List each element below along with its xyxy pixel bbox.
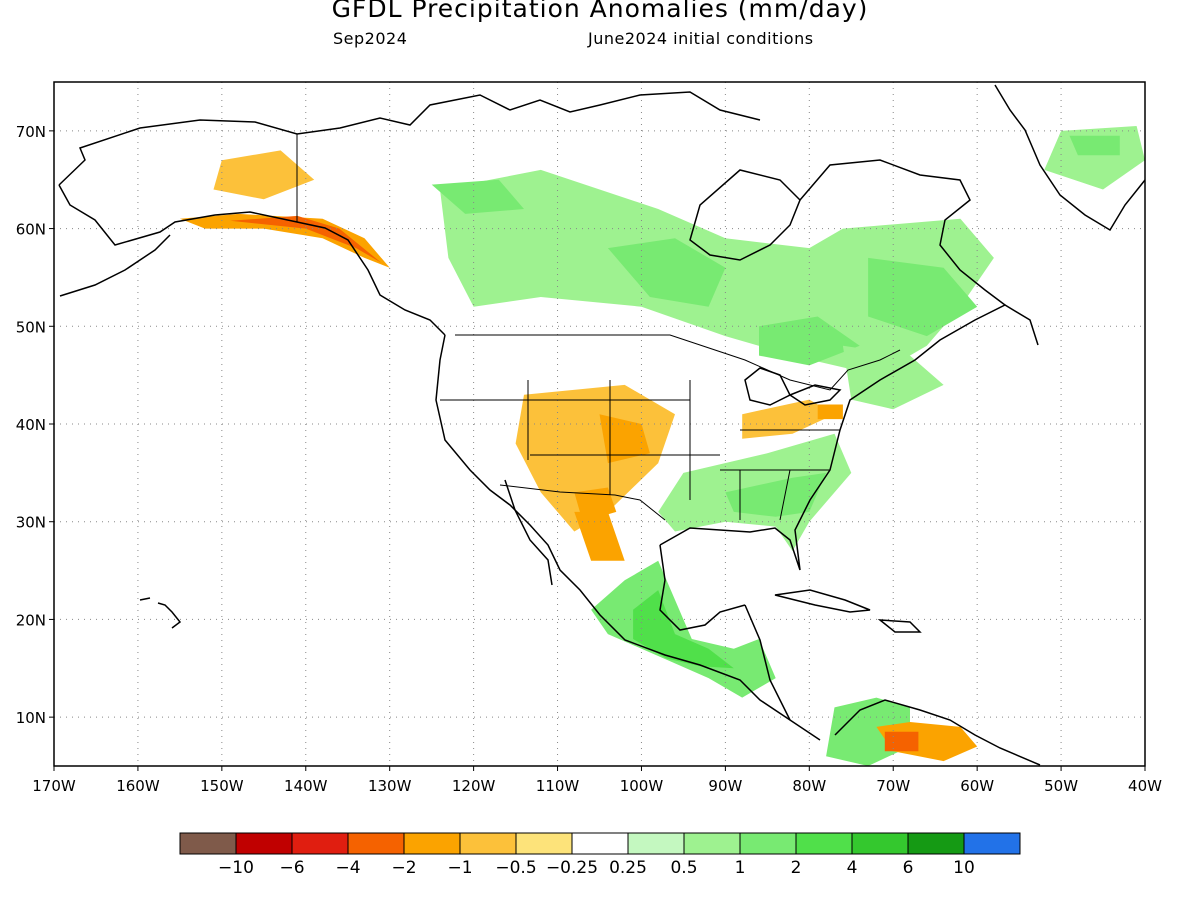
lon-tick-label: 130W (368, 777, 412, 795)
anomaly-region-colorado-dry (599, 414, 650, 464)
colorbar-label: −0.25 (546, 858, 598, 878)
colorbar-swatch (235, 832, 293, 855)
colorbar-label: 0.25 (609, 858, 647, 878)
colorbar-label: 2 (791, 858, 802, 878)
colorbar-swatch (739, 832, 797, 855)
colorbar-swatch (571, 832, 629, 855)
political-borders (296, 134, 901, 521)
anomaly-region-yukon-dry (213, 150, 315, 200)
colorbar-swatch (347, 832, 405, 855)
colorbar-label: −2 (391, 858, 416, 878)
lat-tick-label: 10N (16, 709, 46, 727)
lat-tick-label: 20N (16, 611, 46, 629)
colorbar-swatch (179, 832, 237, 855)
lon-tick-label: 50W (1044, 777, 1078, 795)
colorbar-swatch (459, 832, 517, 855)
anomaly-region-mexico-wet-core (633, 590, 734, 669)
lat-tick-label: 30N (16, 514, 46, 532)
latitude-axis: 10N 20N 30N 40N 50N 60N 70N (16, 123, 54, 727)
longitude-axis: 170W 160W 150W 140W 130W 120W 110W 100W 90W 80W 70… (32, 766, 1162, 795)
colorbar-label: 1 (735, 858, 746, 878)
lon-tick-label: 40W (1128, 777, 1162, 795)
forecast-month: Sep2024 (333, 29, 408, 48)
lat-tick-label: 50N (16, 318, 46, 336)
colorbar-swatch (291, 832, 349, 855)
anomaly-region-pa-dry (817, 404, 843, 420)
colorbar-label: −10 (218, 858, 254, 878)
colorbar-label: −4 (335, 858, 360, 878)
colorbar-swatch (403, 832, 461, 855)
anomaly-region-se-us-core (725, 472, 827, 517)
colorbar-swatch (963, 832, 1021, 855)
initial-conditions-label: June2024 initial conditions (588, 29, 814, 48)
lon-tick-label: 110W (536, 777, 580, 795)
lon-tick-label: 80W (792, 777, 826, 795)
colorbar-legend: −10 −6 −4 −2 −1 −0.5 −0.25 0.25 0.5 1 2 4 6 10 (179, 832, 1021, 878)
anomaly-region-us-southwest-dry (515, 384, 675, 532)
lon-tick-label: 120W (452, 777, 496, 795)
lat-tick-label: 60N (16, 221, 46, 239)
chart-title: GFDL Precipitation Anomalies (mm/day) (331, 0, 869, 23)
colorbar-swatch (627, 832, 685, 855)
lon-tick-label: 170W (32, 777, 76, 795)
anomaly-region-ohio-dry (742, 399, 835, 439)
anomaly-region-ne-us-wet (842, 345, 944, 410)
anomaly-region-quebec-wet (868, 257, 978, 337)
anomaly-region-alaska-dry (179, 213, 390, 268)
lon-tick-label: 140W (284, 777, 328, 795)
colorbar-swatch (851, 832, 909, 855)
anomaly-region-greenland-core (1069, 135, 1120, 156)
colorbar-label: −1 (447, 858, 472, 878)
lon-tick-label: 70W (876, 777, 910, 795)
colorbar-label: 6 (903, 858, 914, 878)
lat-tick-label: 70N (16, 123, 46, 141)
anomaly-region-venezuela-dry-core (884, 731, 919, 752)
lon-tick-label: 90W (708, 777, 742, 795)
anomaly-shading (179, 126, 1145, 766)
anomaly-region-nwt-wet (431, 179, 524, 214)
colorbar-swatch (683, 832, 741, 855)
anomaly-region-alaska-coast-strong (230, 215, 382, 263)
colorbar-swatch (907, 832, 965, 855)
colorbar-label: 10 (953, 858, 975, 878)
anomaly-region-canada-central-wet (607, 238, 726, 307)
anomaly-region-venezuela-dry (876, 722, 978, 762)
anomaly-region-mexico-dry (574, 511, 625, 561)
lon-tick-label: 160W (116, 777, 160, 795)
colorbar-label: −0.5 (495, 858, 536, 878)
anomaly-region-greenland-wet (1044, 126, 1145, 190)
lat-tick-label: 40N (16, 416, 46, 434)
lon-tick-label: 100W (620, 777, 664, 795)
colorbar-label: −6 (279, 858, 304, 878)
colorbar-label: 4 (847, 858, 858, 878)
colorbar-swatch (795, 832, 853, 855)
lon-tick-label: 150W (200, 777, 244, 795)
colorbar-swatch (515, 832, 573, 855)
lon-tick-label: 60W (960, 777, 994, 795)
colorbar-label: 0.5 (670, 858, 697, 878)
coastlines (58, 84, 1145, 766)
